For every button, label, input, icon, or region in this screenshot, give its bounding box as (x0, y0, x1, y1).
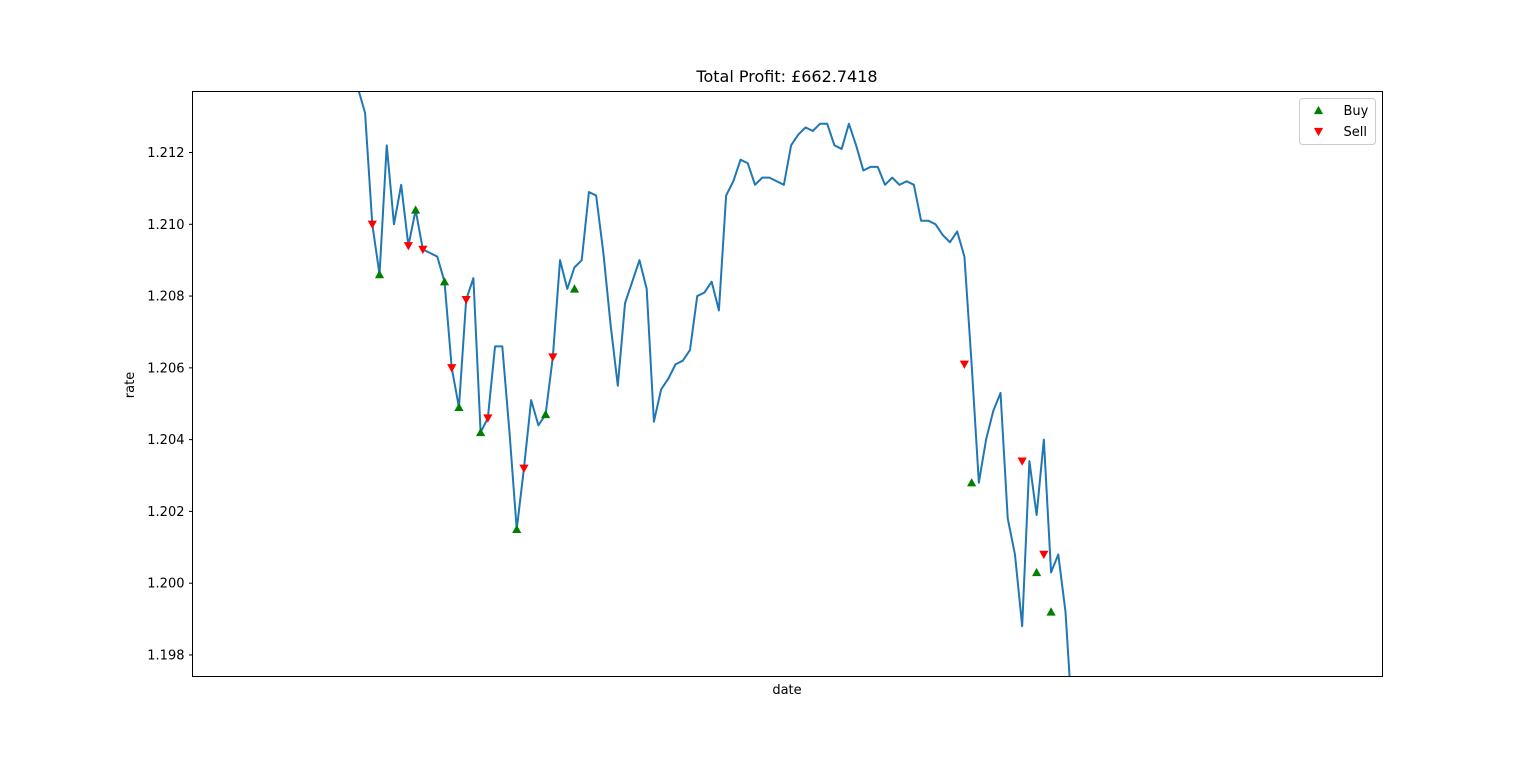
buy-marker (1032, 567, 1042, 577)
y-tick-label: 1.204 (147, 433, 184, 448)
sell-marker (461, 295, 471, 305)
buy-marker (541, 409, 551, 419)
legend-sell-marker (1313, 127, 1324, 137)
legend-buy-label: Buy (1344, 104, 1369, 119)
buy-marker (476, 427, 486, 437)
y-tick-label: 1.202 (147, 505, 184, 520)
buy-marker (569, 284, 580, 293)
rate-line (357, 91, 1071, 677)
y-tick-label: 1.206 (147, 361, 184, 376)
sell-marker (418, 245, 428, 255)
plot-frame (192, 91, 1383, 677)
sell-marker (1017, 457, 1027, 466)
sell-marker (367, 220, 377, 229)
buy-marker (967, 478, 977, 487)
buy-marker (439, 277, 450, 286)
y-tick-label: 1.208 (147, 290, 184, 305)
plot-area (357, 91, 1071, 677)
buy-marker (374, 269, 385, 279)
legend: Buy Sell (1299, 98, 1376, 145)
buy-marker (512, 524, 522, 534)
legend-buy-marker (1313, 105, 1324, 115)
sell-marker (959, 360, 970, 369)
y-axis-ticks: 1.198 1.200 1.202 1.204 1.206 1.208 1.210 1.212 (147, 146, 193, 663)
y-tick-label: 1.198 (147, 648, 184, 663)
buy-marker (1046, 607, 1056, 616)
y-axis-label: rate (123, 372, 138, 398)
sell-marker (447, 364, 457, 373)
sell-marker (548, 353, 558, 362)
buy-marker (454, 402, 464, 412)
sell-marker (519, 464, 529, 473)
legend-sell-label: Sell (1344, 125, 1367, 140)
sell-marker (483, 414, 493, 423)
chart-title: Total Profit: £662.7418 (695, 67, 877, 86)
x-axis-label: date (772, 683, 801, 698)
y-tick-label: 1.200 (147, 577, 184, 592)
buy-marker (411, 205, 421, 214)
sell-marker (403, 242, 414, 251)
y-tick-label: 1.210 (147, 218, 184, 233)
y-tick-label: 1.212 (147, 146, 184, 161)
sell-marker (1039, 550, 1049, 560)
